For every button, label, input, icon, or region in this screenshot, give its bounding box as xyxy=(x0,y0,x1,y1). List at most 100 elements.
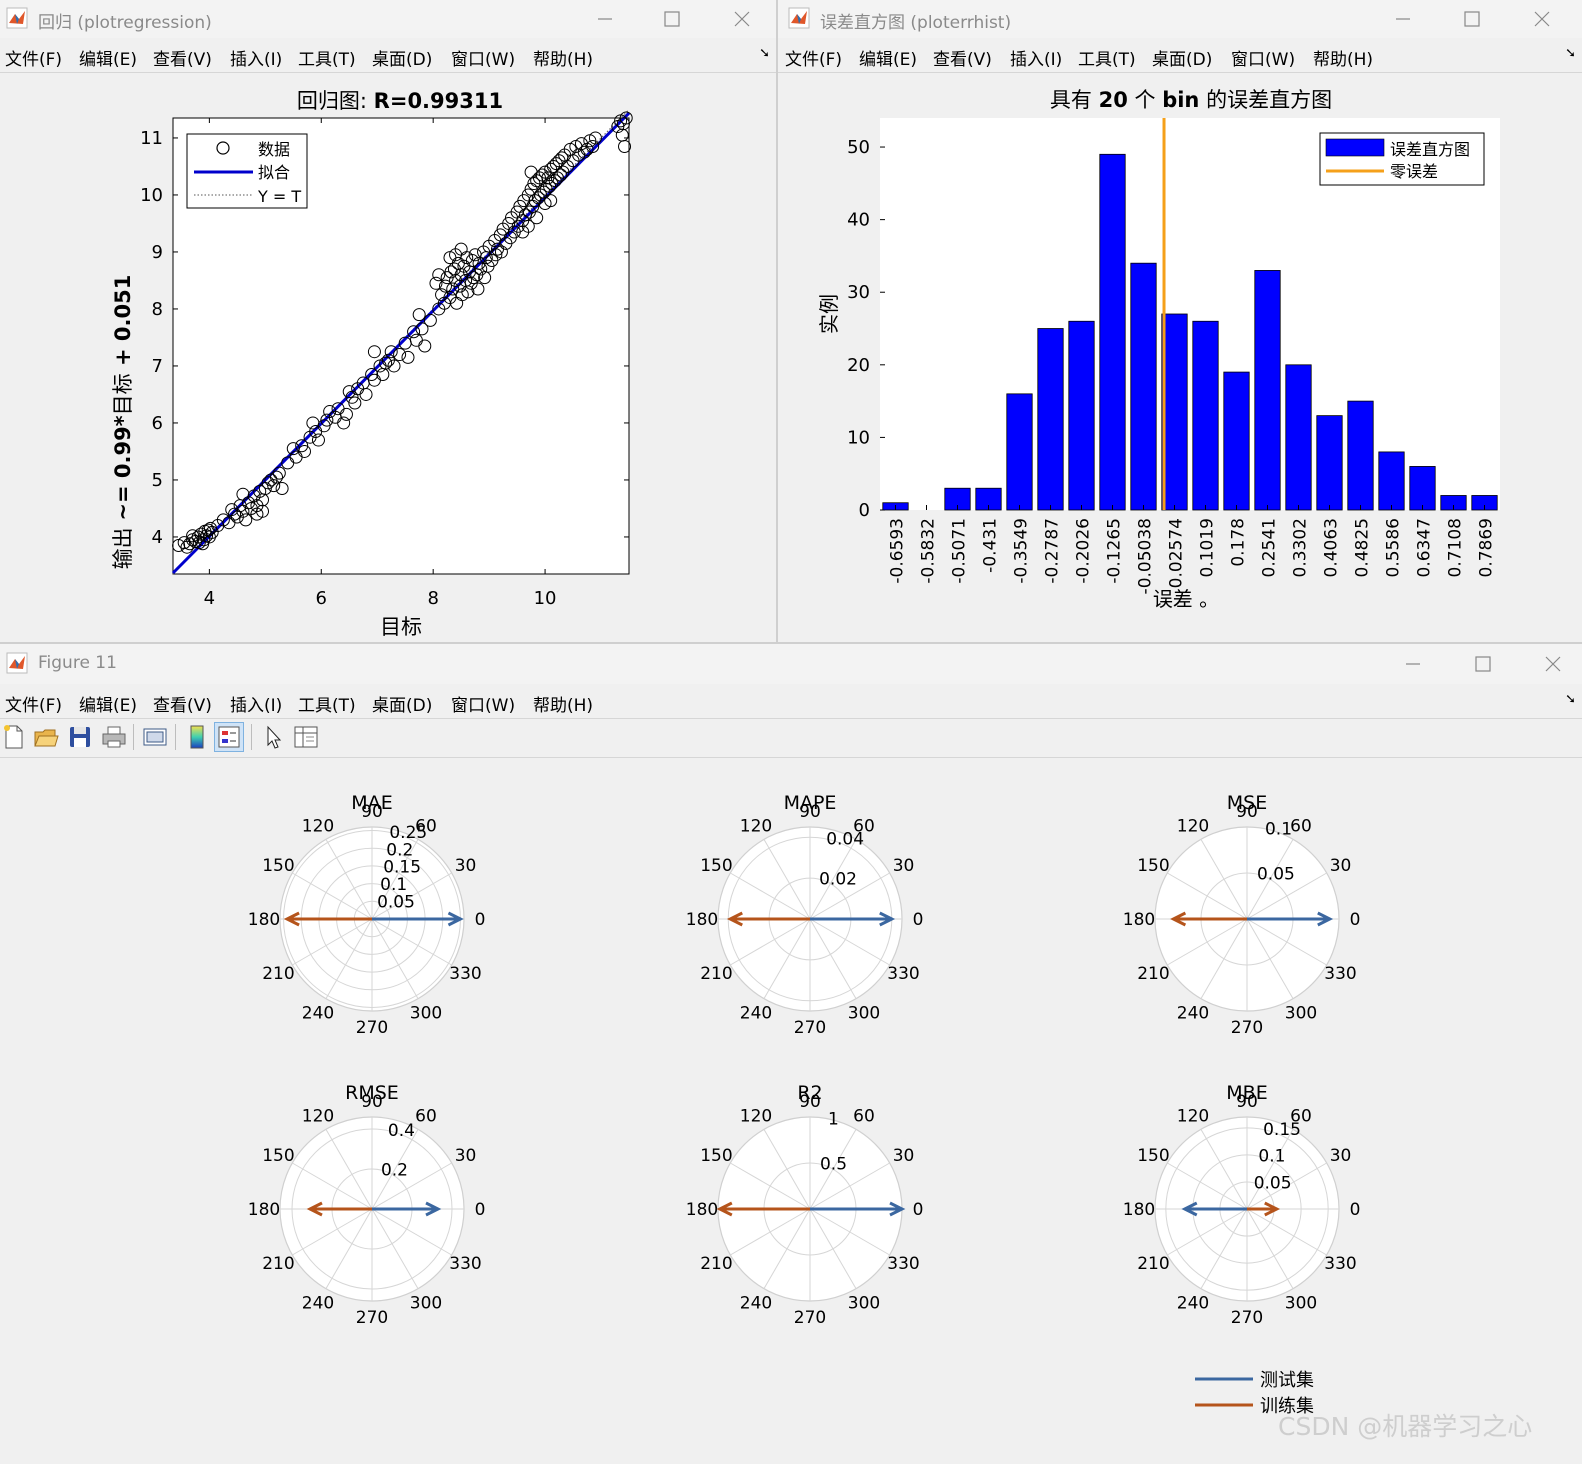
menu-edit[interactable]: 编辑(E) xyxy=(79,696,138,716)
minimize-button[interactable] xyxy=(1393,649,1433,679)
legend-fit-label: 拟合 xyxy=(258,163,290,182)
minimize-button[interactable] xyxy=(585,4,625,34)
maximize-button[interactable] xyxy=(1463,649,1503,679)
x-tick-label: -0.5071 xyxy=(950,518,970,584)
menu-tools[interactable]: 工具(T) xyxy=(298,50,356,70)
menu-desktop[interactable]: 桌面(D) xyxy=(372,696,433,716)
menu-view[interactable]: 查看(V) xyxy=(153,50,212,70)
menu-tools[interactable]: 工具(T) xyxy=(298,696,356,716)
data-point xyxy=(423,313,437,327)
menu-tools[interactable]: 工具(T) xyxy=(1078,50,1136,70)
polar-spoke xyxy=(809,1208,857,1289)
angle-label: 300 xyxy=(410,1294,442,1314)
x-tick-label: 0.6347 xyxy=(1415,518,1435,577)
maximize-button[interactable] xyxy=(1452,4,1492,34)
polar-title: MAE xyxy=(351,792,392,814)
angle-label: 30 xyxy=(455,1146,477,1166)
polar-spoke xyxy=(371,918,419,999)
angle-label: 270 xyxy=(794,1018,826,1038)
test-arrow xyxy=(810,911,896,927)
histogram-bar xyxy=(1006,393,1033,511)
polar-spoke xyxy=(1200,1208,1248,1289)
angle-label: 300 xyxy=(1285,1294,1317,1314)
data-point xyxy=(554,168,568,182)
angle-label: 150 xyxy=(1137,1146,1169,1166)
pointer-icon[interactable] xyxy=(259,723,287,751)
polar-plot-rmse: 0 30 60 90 120 150 180 210 240 270 300 330 0.2 0.4 RMS… xyxy=(248,1082,486,1328)
menu-desktop[interactable]: 桌面(D) xyxy=(372,50,433,70)
angle-label: 270 xyxy=(1231,1308,1263,1328)
matlab-icon xyxy=(6,7,28,29)
menu-edit[interactable]: 编辑(E) xyxy=(859,50,918,70)
print-icon[interactable] xyxy=(100,723,128,751)
close-button[interactable] xyxy=(1522,4,1562,34)
menu-insert[interactable]: 插入(I) xyxy=(230,696,283,716)
menu-window[interactable]: 窗口(W) xyxy=(1231,50,1296,70)
data-point xyxy=(407,325,421,339)
close-button[interactable] xyxy=(722,4,762,34)
data-point xyxy=(401,350,415,364)
menu-file[interactable]: 文件(F) xyxy=(785,50,843,70)
menu-insert[interactable]: 插入(I) xyxy=(230,50,283,70)
y-tick-label: 0 xyxy=(859,500,870,521)
menu-expand-icon[interactable]: ➘ xyxy=(1565,692,1576,707)
menu-window[interactable]: 窗口(W) xyxy=(451,696,516,716)
angle-label: 90 xyxy=(1236,1092,1258,1112)
angle-label: 240 xyxy=(740,1294,772,1314)
histogram-bar xyxy=(1378,451,1405,511)
menu-expand-icon[interactable]: ➘ xyxy=(759,46,770,61)
menu-view[interactable]: 查看(V) xyxy=(153,696,212,716)
menu-help[interactable]: 帮助(H) xyxy=(1313,50,1374,70)
polar-spoke xyxy=(730,872,811,920)
figure11-window: Figure 11 文件(F) 编辑(E) 查看(V) 插入(I) 工具(T) … xyxy=(0,644,1582,1464)
colorbar-icon[interactable] xyxy=(183,723,211,751)
histogram-bar xyxy=(1192,320,1219,511)
y-tick-label: 50 xyxy=(847,137,870,158)
histogram-bar xyxy=(1068,320,1095,511)
menu-insert[interactable]: 插入(I) xyxy=(1010,50,1063,70)
angle-label: 90 xyxy=(799,802,821,822)
angle-label: 0 xyxy=(475,910,486,930)
polar-spoke xyxy=(1246,918,1327,966)
menu-file[interactable]: 文件(F) xyxy=(5,50,63,70)
menu-window[interactable]: 窗口(W) xyxy=(451,50,516,70)
legend-bars-swatch xyxy=(1325,138,1385,157)
property-editor-icon[interactable] xyxy=(292,723,320,751)
legend-icon[interactable] xyxy=(214,722,244,752)
angle-label: 120 xyxy=(740,1106,772,1126)
data-point xyxy=(544,194,558,208)
radius-label: 0.02 xyxy=(819,870,857,890)
data-point xyxy=(616,117,630,131)
new-figure-icon[interactable] xyxy=(0,723,28,751)
menu-expand-icon[interactable]: ➘ xyxy=(1565,46,1576,61)
polar-spoke xyxy=(809,839,857,920)
close-button[interactable] xyxy=(1533,649,1573,679)
radius-label: 0.1 xyxy=(380,875,407,895)
menu-view[interactable]: 查看(V) xyxy=(933,50,992,70)
menu-desktop[interactable]: 桌面(D) xyxy=(1152,50,1213,70)
menu-help[interactable]: 帮助(H) xyxy=(533,696,594,716)
menu-file[interactable]: 文件(F) xyxy=(5,696,63,716)
minimize-button[interactable] xyxy=(1383,4,1423,34)
x-tick-label: -0.5832 xyxy=(919,518,939,584)
angle-label: 120 xyxy=(302,1106,334,1126)
data-point xyxy=(348,396,362,410)
histogram-bar xyxy=(1316,415,1343,511)
angle-label: 240 xyxy=(302,1294,334,1314)
data-point xyxy=(239,513,253,527)
angle-label: 90 xyxy=(799,1092,821,1112)
watermark: CSDN @机器学习之心 xyxy=(1278,1412,1532,1441)
save-icon[interactable] xyxy=(66,723,94,751)
data-point xyxy=(418,339,432,353)
maximize-button[interactable] xyxy=(652,4,692,34)
print-preview-icon[interactable] xyxy=(141,723,169,751)
open-icon[interactable] xyxy=(32,723,60,751)
toolbar-separator xyxy=(251,724,252,750)
angle-label: 270 xyxy=(356,1308,388,1328)
histogram-title: 具有 20 个 bin 的误差直方图 xyxy=(1050,88,1332,112)
angle-label: 240 xyxy=(1177,1294,1209,1314)
radius-label: 0.2 xyxy=(381,1161,408,1181)
menu-edit[interactable]: 编辑(E) xyxy=(79,50,138,70)
angle-label: 0 xyxy=(1350,1200,1361,1220)
menu-help[interactable]: 帮助(H) xyxy=(533,50,594,70)
